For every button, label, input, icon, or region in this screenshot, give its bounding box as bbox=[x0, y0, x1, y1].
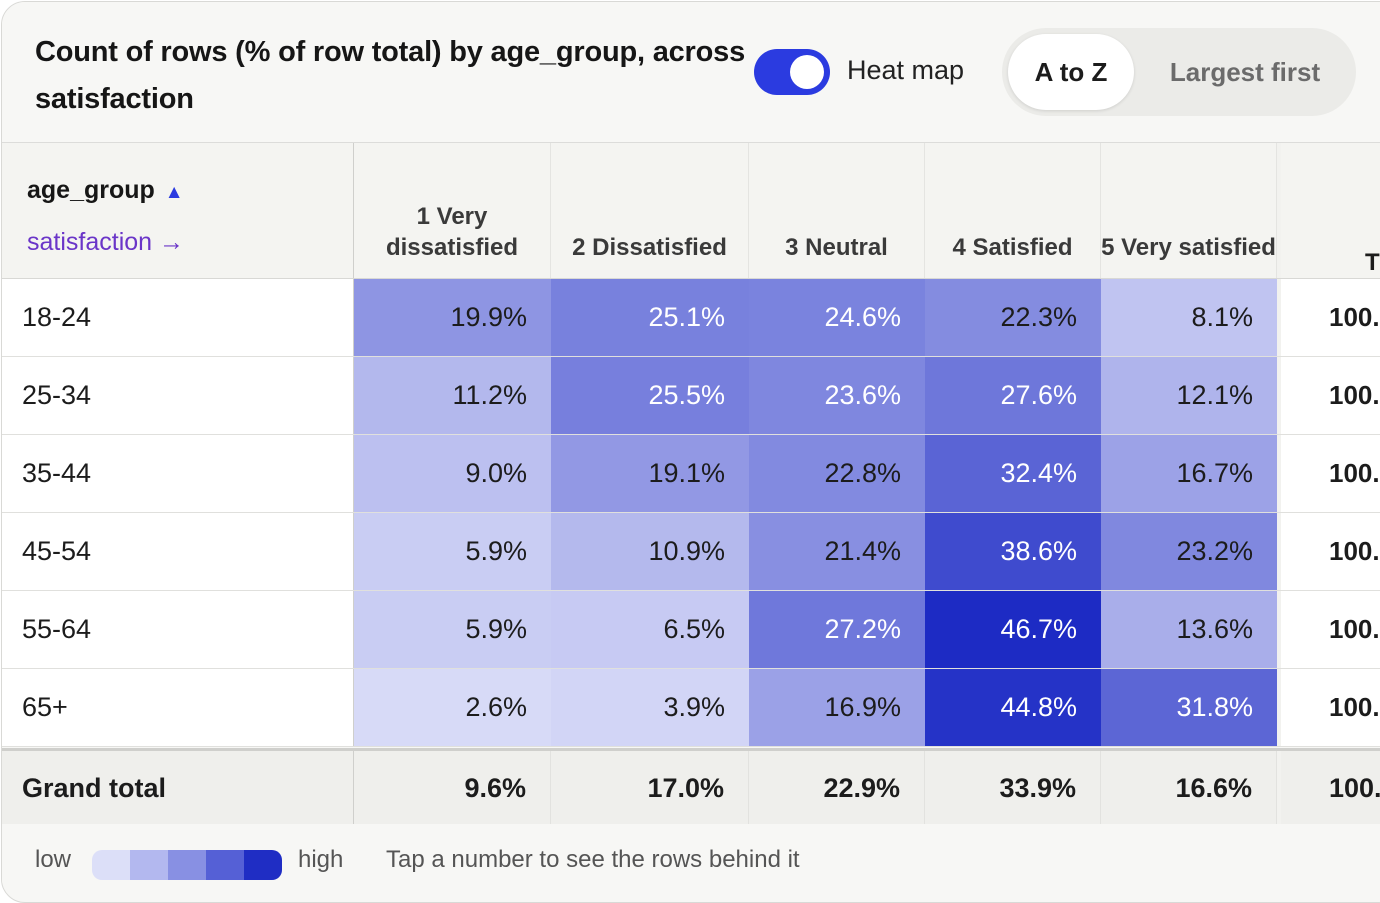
column-divider bbox=[1277, 669, 1281, 746]
row-dimension-label: age_group bbox=[27, 176, 155, 204]
column-divider bbox=[1277, 513, 1281, 590]
value-cell[interactable]: 5.9% bbox=[354, 591, 551, 668]
column-header[interactable]: 2 Dissatisfied bbox=[551, 143, 749, 278]
row-total-cell[interactable]: 100. bbox=[1281, 669, 1380, 746]
value-cell[interactable]: 3.9% bbox=[551, 669, 749, 746]
table-row: 65+ 2.6% 3.9% 16.9% 44.8% 31.8% 100. bbox=[2, 669, 1380, 747]
value-cell[interactable]: 46.7% bbox=[925, 591, 1101, 668]
legend-high-label: high bbox=[298, 846, 344, 873]
table-row: 18-24 19.9% 25.1% 24.6% 22.3% 8.1% 100. bbox=[2, 279, 1380, 357]
column-header[interactable]: 4 Satisfied bbox=[925, 143, 1101, 278]
total-column-label: T bbox=[1365, 249, 1380, 276]
grand-total-cell[interactable]: 9.6% bbox=[354, 751, 551, 828]
value-cell[interactable]: 27.2% bbox=[749, 591, 925, 668]
value-cell[interactable]: 21.4% bbox=[749, 513, 925, 590]
value-cell[interactable]: 13.6% bbox=[1101, 591, 1277, 668]
value-cell[interactable]: 2.6% bbox=[354, 669, 551, 746]
pivot-title: Count of rows (% of row total) by age_gr… bbox=[35, 36, 746, 115]
grand-total-cell[interactable]: 17.0% bbox=[551, 751, 749, 828]
sort-largest-first-button[interactable]: Largest first bbox=[1169, 57, 1321, 87]
table-row: 55-64 5.9% 6.5% 27.2% 46.7% 13.6% 100. bbox=[2, 591, 1380, 669]
value-cell[interactable]: 10.9% bbox=[551, 513, 749, 590]
legend-swatch bbox=[206, 850, 244, 880]
grand-total-total[interactable]: 100. bbox=[1329, 773, 1380, 803]
value-cell[interactable]: 22.3% bbox=[925, 279, 1101, 356]
table-body: 18-24 19.9% 25.1% 24.6% 22.3% 8.1% 100. 25-34 11… bbox=[2, 279, 1380, 747]
value-cell[interactable]: 11.2% bbox=[354, 357, 551, 434]
legend-low-label: low bbox=[35, 846, 72, 873]
legend-swatch bbox=[244, 850, 282, 880]
value-cell[interactable]: 31.8% bbox=[1101, 669, 1277, 746]
column-divider bbox=[1277, 591, 1281, 668]
row-dimension-header[interactable]: age_group ▲ bbox=[27, 176, 184, 205]
value-cell[interactable]: 23.2% bbox=[1101, 513, 1277, 590]
value-cell[interactable]: 12.1% bbox=[1101, 357, 1277, 434]
value-cell[interactable]: 32.4% bbox=[925, 435, 1101, 512]
table-row: 45-54 5.9% 10.9% 21.4% 38.6% 23.2% 100. bbox=[2, 513, 1380, 591]
value-cell[interactable]: 38.6% bbox=[925, 513, 1101, 590]
table-corner: age_group ▲ satisfaction → bbox=[2, 143, 354, 278]
value-cell[interactable]: 8.1% bbox=[1101, 279, 1277, 356]
sort-segmented-control: A to Z Largest first bbox=[1002, 28, 1356, 116]
grand-total-label: Grand total bbox=[2, 751, 354, 828]
column-divider bbox=[1277, 435, 1281, 512]
row-total-cell[interactable]: 100. bbox=[1281, 513, 1380, 590]
column-divider bbox=[1277, 357, 1281, 434]
legend-color-scale bbox=[92, 850, 282, 880]
legend-swatch bbox=[92, 850, 130, 880]
column-header[interactable]: 3 Neutral bbox=[749, 143, 925, 278]
grand-total-cell[interactable]: 16.6% bbox=[1101, 751, 1277, 828]
pivot-table: age_group ▲ satisfaction → 1 Very dissati… bbox=[2, 143, 1380, 829]
heatmap-toggle-label: Heat map bbox=[847, 55, 965, 85]
value-cell[interactable]: 22.8% bbox=[749, 435, 925, 512]
grand-total-cell[interactable]: 33.9% bbox=[925, 751, 1101, 828]
value-cell[interactable]: 9.0% bbox=[354, 435, 551, 512]
column-header[interactable]: 1 Very dissatisfied bbox=[354, 143, 551, 278]
row-label: 18-24 bbox=[2, 279, 354, 356]
table-row: 35-44 9.0% 19.1% 22.8% 32.4% 16.7% 100. bbox=[2, 435, 1380, 513]
value-cell[interactable]: 44.8% bbox=[925, 669, 1101, 746]
value-cell[interactable]: 23.6% bbox=[749, 357, 925, 434]
value-cell[interactable]: 6.5% bbox=[551, 591, 749, 668]
column-header[interactable]: 5 Very satisfied bbox=[1101, 143, 1277, 278]
toggle-knob bbox=[790, 55, 824, 89]
grand-total-cell[interactable]: 22.9% bbox=[749, 751, 925, 828]
value-cell[interactable]: 19.9% bbox=[354, 279, 551, 356]
sort-a-to-z-button[interactable]: A to Z bbox=[1008, 34, 1134, 110]
grand-total-row: Grand total 9.6% 17.0% 22.9% 33.9% 16.6%… bbox=[2, 748, 1380, 829]
legend-swatch bbox=[130, 850, 168, 880]
card-header: Count of rows (% of row total) by age_gr… bbox=[2, 2, 1380, 143]
column-divider bbox=[1277, 279, 1281, 356]
value-cell[interactable]: 24.6% bbox=[749, 279, 925, 356]
legend-swatch bbox=[168, 850, 206, 880]
value-cell[interactable]: 19.1% bbox=[551, 435, 749, 512]
table-row: 25-34 11.2% 25.5% 23.6% 27.6% 12.1% 100. bbox=[2, 357, 1380, 435]
value-cell[interactable]: 16.9% bbox=[749, 669, 925, 746]
row-label: 55-64 bbox=[2, 591, 354, 668]
row-label: 25-34 bbox=[2, 357, 354, 434]
value-cell[interactable]: 5.9% bbox=[354, 513, 551, 590]
heatmap-legend: low high Tap a number to see the rows be… bbox=[2, 824, 1380, 884]
row-label: 65+ bbox=[2, 669, 354, 746]
value-cell[interactable]: 16.7% bbox=[1101, 435, 1277, 512]
column-divider bbox=[1277, 143, 1281, 278]
column-divider bbox=[1277, 751, 1281, 828]
value-cell[interactable]: 25.5% bbox=[551, 357, 749, 434]
table-header-row: age_group ▲ satisfaction → 1 Very dissati… bbox=[2, 143, 1380, 279]
row-label: 35-44 bbox=[2, 435, 354, 512]
heatmap-toggle[interactable] bbox=[754, 49, 830, 95]
legend-hint-text: Tap a number to see the rows behind it bbox=[386, 846, 800, 873]
column-dimension-label: satisfaction → bbox=[27, 228, 185, 256]
total-column-header: T bbox=[1281, 143, 1380, 278]
row-total-cell[interactable]: 100. bbox=[1281, 591, 1380, 668]
sort-ascending-icon: ▲ bbox=[164, 182, 184, 203]
value-cell[interactable]: 27.6% bbox=[925, 357, 1101, 434]
row-total-cell[interactable]: 100. bbox=[1281, 357, 1380, 434]
row-total-cell[interactable]: 100. bbox=[1281, 279, 1380, 356]
value-cell[interactable]: 25.1% bbox=[551, 279, 749, 356]
row-label: 45-54 bbox=[2, 513, 354, 590]
row-total-cell[interactable]: 100. bbox=[1281, 435, 1380, 512]
